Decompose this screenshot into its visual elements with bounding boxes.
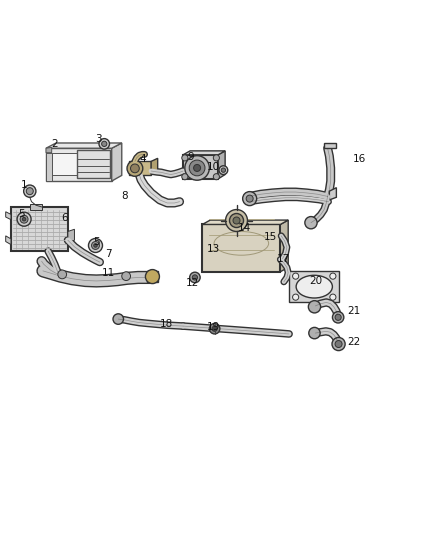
- Text: 5: 5: [18, 209, 25, 219]
- Text: 3: 3: [95, 134, 102, 144]
- Circle shape: [308, 301, 321, 313]
- Text: 12: 12: [186, 278, 199, 288]
- Circle shape: [230, 214, 244, 228]
- Text: 9: 9: [187, 152, 194, 162]
- Circle shape: [131, 164, 139, 173]
- Text: 5: 5: [93, 237, 100, 247]
- Text: 1: 1: [21, 181, 28, 190]
- Polygon shape: [151, 158, 158, 174]
- Circle shape: [309, 327, 320, 339]
- Circle shape: [246, 195, 253, 202]
- Circle shape: [335, 341, 342, 348]
- Polygon shape: [324, 143, 336, 148]
- Circle shape: [305, 216, 317, 229]
- Circle shape: [293, 273, 299, 279]
- Ellipse shape: [296, 276, 332, 298]
- Circle shape: [221, 168, 226, 172]
- Polygon shape: [218, 151, 225, 179]
- Circle shape: [182, 155, 188, 161]
- Polygon shape: [77, 150, 110, 178]
- Text: 22: 22: [347, 337, 360, 347]
- Polygon shape: [46, 148, 112, 181]
- Polygon shape: [112, 143, 122, 181]
- Text: 20: 20: [310, 276, 323, 286]
- Circle shape: [20, 215, 28, 223]
- Circle shape: [182, 174, 188, 180]
- Circle shape: [26, 188, 33, 195]
- Circle shape: [190, 272, 200, 282]
- Text: 16: 16: [353, 154, 366, 164]
- Text: 8: 8: [121, 191, 128, 201]
- Circle shape: [194, 165, 201, 172]
- Circle shape: [332, 312, 344, 323]
- Circle shape: [219, 166, 228, 174]
- Polygon shape: [202, 220, 288, 224]
- Text: 10: 10: [207, 161, 220, 172]
- Circle shape: [22, 217, 26, 221]
- Circle shape: [226, 209, 247, 231]
- Polygon shape: [46, 147, 52, 152]
- Circle shape: [94, 244, 97, 247]
- Polygon shape: [11, 207, 68, 251]
- Polygon shape: [183, 155, 218, 179]
- Circle shape: [213, 174, 219, 180]
- Polygon shape: [6, 212, 11, 220]
- Text: 18: 18: [160, 319, 173, 329]
- Polygon shape: [68, 229, 74, 243]
- Circle shape: [127, 160, 143, 176]
- Polygon shape: [30, 204, 42, 211]
- Circle shape: [145, 270, 159, 284]
- Polygon shape: [202, 224, 280, 272]
- Polygon shape: [183, 151, 225, 155]
- Circle shape: [58, 270, 67, 279]
- Polygon shape: [52, 152, 107, 175]
- Circle shape: [233, 217, 240, 224]
- Polygon shape: [46, 143, 122, 148]
- Circle shape: [293, 294, 299, 300]
- Polygon shape: [147, 271, 158, 282]
- Circle shape: [185, 156, 209, 180]
- Circle shape: [192, 275, 198, 280]
- Text: 2: 2: [51, 139, 58, 149]
- Polygon shape: [329, 188, 336, 200]
- Text: 15: 15: [264, 232, 277, 242]
- Circle shape: [243, 191, 257, 206]
- Circle shape: [113, 314, 124, 324]
- Polygon shape: [280, 220, 288, 272]
- Circle shape: [92, 241, 99, 249]
- Text: 13: 13: [207, 244, 220, 254]
- Circle shape: [330, 294, 336, 300]
- Circle shape: [189, 160, 205, 176]
- Circle shape: [335, 314, 341, 320]
- Text: 7: 7: [105, 249, 112, 259]
- Circle shape: [330, 273, 336, 279]
- Polygon shape: [6, 236, 11, 245]
- Circle shape: [122, 272, 131, 280]
- Circle shape: [88, 238, 102, 253]
- Circle shape: [212, 326, 217, 332]
- Text: 19: 19: [207, 322, 220, 332]
- Text: 11: 11: [102, 268, 115, 278]
- Text: 21: 21: [347, 306, 360, 316]
- Circle shape: [17, 212, 31, 226]
- Polygon shape: [289, 271, 339, 302]
- Circle shape: [332, 337, 345, 351]
- Circle shape: [102, 141, 107, 147]
- Polygon shape: [129, 161, 151, 174]
- Text: 6: 6: [61, 213, 68, 223]
- Circle shape: [99, 139, 110, 149]
- Text: 17: 17: [277, 254, 290, 264]
- Circle shape: [213, 155, 219, 161]
- Circle shape: [209, 324, 220, 334]
- Text: 4: 4: [139, 154, 146, 164]
- Polygon shape: [46, 152, 52, 181]
- Text: 14: 14: [238, 223, 251, 233]
- Circle shape: [24, 185, 36, 197]
